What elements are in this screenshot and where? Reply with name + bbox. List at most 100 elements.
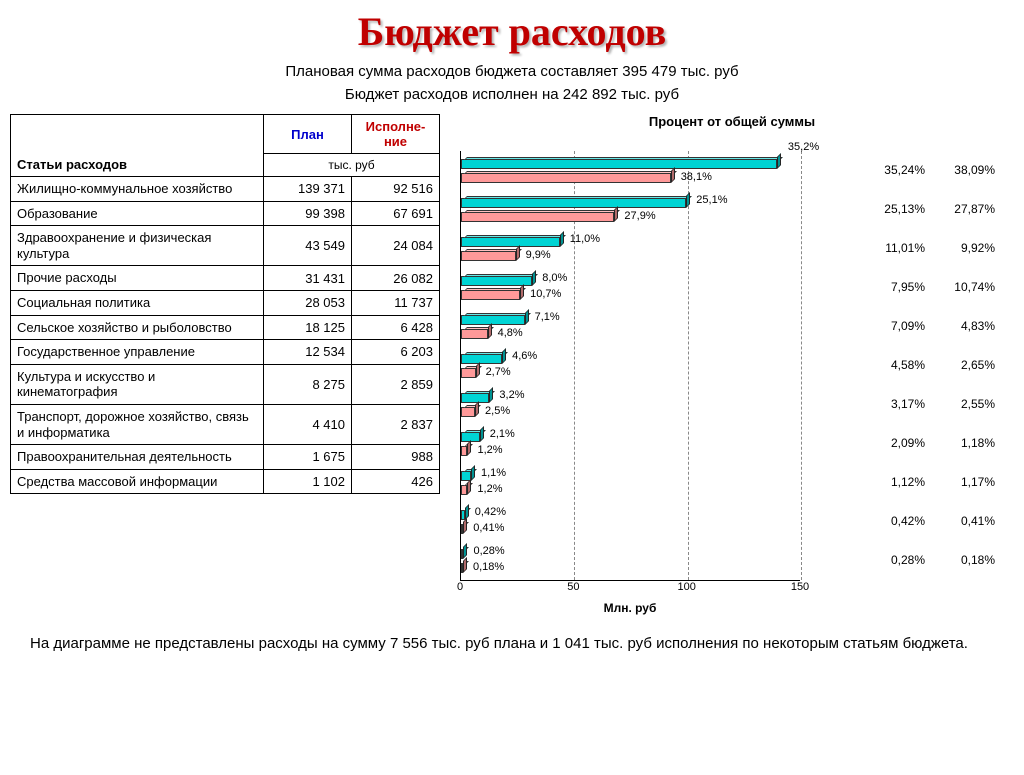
x-axis-label: Млн. руб xyxy=(460,601,800,615)
category-cell: Прочие расходы xyxy=(11,266,264,291)
unit-label: тыс. руб xyxy=(264,154,440,177)
plan-cell: 31 431 xyxy=(264,266,352,291)
subtitle-line-1: Плановая сумма расходов бюджета составля… xyxy=(0,61,1024,84)
table-row: Жилищно-коммунальное хозяйство139 37192 … xyxy=(11,177,440,202)
table-row: Образование99 39867 691 xyxy=(11,201,440,226)
category-cell: Социальная политика xyxy=(11,290,264,315)
table-row: Здравоохранение и физическая культура43 … xyxy=(11,226,440,266)
plan-percent: 2,09% xyxy=(870,436,925,450)
bar-value-label: 0,41% xyxy=(473,522,504,534)
plan-percent: 0,42% xyxy=(870,514,925,528)
bar-value-label: 3,2% xyxy=(499,389,524,401)
budget-table-wrap: Статьи расходов План Исполне-ние тыс. ру… xyxy=(10,114,440,613)
table-row: Транспорт, дорожное хозяйство, связь и и… xyxy=(11,404,440,444)
subtitle-line-2: Бюджет расходов исполнен на 242 892 тыс.… xyxy=(0,84,1024,107)
bar-value-label: 1,2% xyxy=(477,444,502,456)
plan-cell: 139 371 xyxy=(264,177,352,202)
x-tick: 0 xyxy=(457,581,463,593)
plan-cell: 12 534 xyxy=(264,340,352,365)
bar-value-label: 7,1% xyxy=(535,311,560,323)
category-header: Статьи расходов xyxy=(11,115,264,177)
subtitle-block: Плановая сумма расходов бюджета составля… xyxy=(0,61,1024,106)
bar-value-label: 8,0% xyxy=(542,272,567,284)
plan-percent: 25,13% xyxy=(870,202,925,216)
category-cell: Жилищно-коммунальное хозяйство xyxy=(11,177,264,202)
exec-cell: 26 082 xyxy=(352,266,440,291)
exec-cell: 92 516 xyxy=(352,177,440,202)
chart-area: 38,1%25,1%27,9%11,0%9,9%8,0%10,7%7,1%4,8… xyxy=(450,133,1014,613)
category-cell: Здравоохранение и физическая культура xyxy=(11,226,264,266)
plan-percent: 3,17% xyxy=(870,397,925,411)
plan-percent: 7,95% xyxy=(870,280,925,294)
plan-percent: 11,01% xyxy=(870,241,925,255)
exec-cell: 6 428 xyxy=(352,315,440,340)
table-row: Культура и искусство и кинематография8 2… xyxy=(11,364,440,404)
x-tick: 100 xyxy=(677,581,695,593)
plan-cell: 1 675 xyxy=(264,445,352,470)
main-title: Бюджет расходов xyxy=(0,8,1024,55)
bar-value-label: 9,9% xyxy=(526,249,551,261)
plan-header: План xyxy=(264,115,352,154)
category-cell: Правоохранительная деятельность xyxy=(11,445,264,470)
exec-percent: 1,18% xyxy=(940,436,995,450)
table-row: Средства массовой информации1 102426 xyxy=(11,469,440,494)
bar-value-label: 2,1% xyxy=(490,428,515,440)
plan-cell: 4 410 xyxy=(264,404,352,444)
exec-cell: 6 203 xyxy=(352,340,440,365)
plan-cell: 8 275 xyxy=(264,364,352,404)
bar-value-label: 4,8% xyxy=(498,327,523,339)
chart-wrap: Процент от общей суммы 38,1%25,1%27,9%11… xyxy=(440,114,1014,613)
table-row: Государственное управление12 5346 203 xyxy=(11,340,440,365)
x-tick: 50 xyxy=(567,581,579,593)
category-cell: Транспорт, дорожное хозяйство, связь и и… xyxy=(11,404,264,444)
footnote: На диаграмме не представлены расходы на … xyxy=(0,613,1024,656)
bar-value-label: 27,9% xyxy=(624,210,655,222)
plan-percent: 7,09% xyxy=(870,319,925,333)
bar-value-label: 0,18% xyxy=(473,561,504,573)
category-cell: Образование xyxy=(11,201,264,226)
plan-percent: 1,12% xyxy=(870,475,925,489)
exec-percent: 38,09% xyxy=(940,163,995,177)
exec-cell: 2 859 xyxy=(352,364,440,404)
exec-cell: 11 737 xyxy=(352,290,440,315)
exec-percent: 2,55% xyxy=(940,397,995,411)
budget-table: Статьи расходов План Исполне-ние тыс. ру… xyxy=(10,114,440,494)
plan-cell: 28 053 xyxy=(264,290,352,315)
category-cell: Государственное управление xyxy=(11,340,264,365)
exec-header: Исполне-ние xyxy=(352,115,440,154)
exec-percent: 10,74% xyxy=(940,280,995,294)
category-cell: Сельское хозяйство и рыболовство xyxy=(11,315,264,340)
bar-value-label: 11,0% xyxy=(570,233,600,245)
grid-line xyxy=(688,151,689,580)
table-row: Прочие расходы31 43126 082 xyxy=(11,266,440,291)
exec-percent: 0,41% xyxy=(940,514,995,528)
bar-value-label: 2,7% xyxy=(486,366,511,378)
grid-line xyxy=(801,151,802,580)
bar-value-label: 0,42% xyxy=(475,506,506,518)
table-row: Сельское хозяйство и рыболовство18 1256 … xyxy=(11,315,440,340)
exec-cell: 988 xyxy=(352,445,440,470)
bar-value-label: 38,1% xyxy=(681,171,712,183)
exec-percent: 1,17% xyxy=(940,475,995,489)
exec-percent: 0,18% xyxy=(940,553,995,567)
bar-value-label: 2,5% xyxy=(485,405,510,417)
bar-value-label: 1,2% xyxy=(477,483,502,495)
plan-percent: 4,58% xyxy=(870,358,925,372)
x-tick: 150 xyxy=(791,581,809,593)
table-row: Правоохранительная деятельность1 675988 xyxy=(11,445,440,470)
bar-value-label: 4,6% xyxy=(512,350,537,362)
exec-cell: 24 084 xyxy=(352,226,440,266)
bar-value-label: 0,28% xyxy=(473,545,504,557)
plan-percent: 0,28% xyxy=(870,553,925,567)
exec-percent: 9,92% xyxy=(940,241,995,255)
plan-cell: 99 398 xyxy=(264,201,352,226)
x-axis: 050100150 xyxy=(460,581,800,601)
plan-cell: 18 125 xyxy=(264,315,352,340)
exec-cell: 426 xyxy=(352,469,440,494)
bar-value-label: 25,1% xyxy=(696,194,727,206)
table-row: Социальная политика28 05311 737 xyxy=(11,290,440,315)
plan-percent: 35,24% xyxy=(870,163,925,177)
category-cell: Средства массовой информации xyxy=(11,469,264,494)
exec-percent: 2,65% xyxy=(940,358,995,372)
plan-cell: 1 102 xyxy=(264,469,352,494)
